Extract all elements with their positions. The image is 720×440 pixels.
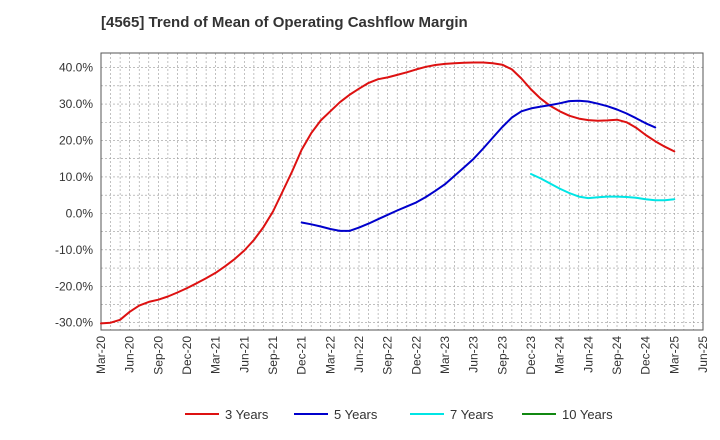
legend-label: 10 Years [562, 407, 613, 422]
x-tick-label: Mar-25 [667, 336, 681, 374]
x-tick-label: Mar-20 [94, 336, 108, 374]
x-tick-label: Dec-23 [524, 336, 538, 375]
x-tick-label: Dec-24 [639, 336, 653, 375]
legend-label: 7 Years [450, 407, 494, 422]
series-layer [100, 61, 676, 325]
x-tick-label: Jun-25 [696, 336, 710, 373]
x-tick-label: Mar-24 [553, 336, 567, 374]
y-tick-label: -30.0% [55, 316, 93, 330]
x-tick-label: Jun-24 [581, 336, 595, 373]
legend: 3 Years 5 Years 7 Years 10 Years [185, 407, 613, 422]
series-line-3-years [100, 61, 676, 325]
x-tick-label: Mar-22 [323, 336, 337, 374]
legend-label: 3 Years [225, 407, 269, 422]
y-tick-label: -10.0% [55, 243, 93, 257]
y-tick-label: -20.0% [55, 279, 93, 293]
chart-title: [4565] Trend of Mean of Operating Cashfl… [101, 14, 468, 31]
series-line-5-years [300, 99, 657, 232]
y-tick-label: 40.0% [59, 61, 93, 75]
y-tick-label: 10.0% [59, 170, 93, 184]
x-tick-label: Dec-20 [180, 336, 194, 375]
y-tick-label: 20.0% [59, 133, 93, 147]
x-tick-label: Jun-22 [352, 336, 366, 373]
x-tick-label: Mar-21 [209, 336, 223, 374]
series-line-7-years [530, 173, 676, 202]
grid-lines [100, 53, 704, 330]
x-tick-label: Dec-21 [295, 336, 309, 375]
plot-area [100, 52, 704, 331]
x-tick-label: Sep-21 [266, 336, 280, 375]
legend-label: 5 Years [334, 407, 378, 422]
y-tick-label: 0.0% [66, 206, 94, 220]
x-tick-label: Sep-24 [610, 336, 624, 375]
x-tick-label: Jun-21 [237, 336, 251, 373]
x-tick-label: Dec-22 [409, 336, 423, 375]
y-axis: -30.0% -20.0% -10.0% 0.0% 10.0% 20.0% 30.0% 40.… [55, 61, 93, 330]
x-axis: Mar-20 Jun-20 Sep-20 Dec-20 Mar-21 Jun-21 Sep-… [94, 336, 710, 375]
x-tick-label: Sep-20 [151, 336, 165, 375]
y-tick-label: 30.0% [59, 97, 93, 111]
x-tick-label: Mar-23 [438, 336, 452, 374]
x-tick-label: Jun-20 [123, 336, 137, 373]
x-tick-label: Sep-23 [495, 336, 509, 375]
x-tick-label: Jun-23 [467, 336, 481, 373]
x-tick-label: Sep-22 [381, 336, 395, 375]
